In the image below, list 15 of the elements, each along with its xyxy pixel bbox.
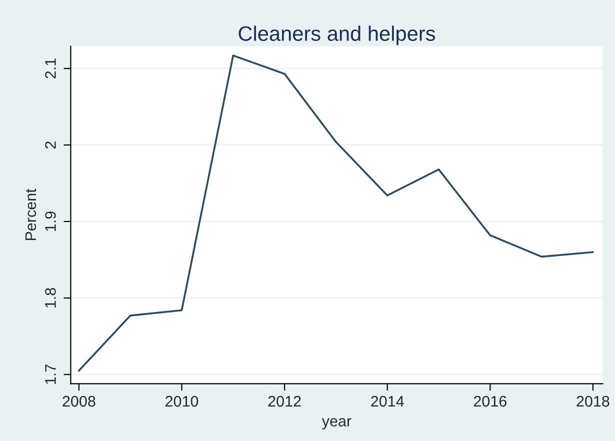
y-tick-label: 1.7: [45, 364, 56, 384]
x-tick-label: 2014: [371, 396, 404, 407]
y-tick-label: 2: [45, 142, 56, 148]
y-tick-label: 2.1: [45, 58, 56, 78]
line-series: [78, 54, 594, 372]
x-tick-label: 2008: [62, 396, 96, 407]
x-tick-label: 2018: [576, 396, 610, 407]
x-axis-title: year: [322, 418, 352, 430]
y-axis-title: Percent: [25, 188, 36, 240]
x-tick-label: 2010: [166, 396, 198, 407]
x-tick-label: 2012: [268, 396, 301, 407]
chart-title: Cleaners and helpers: [238, 26, 435, 46]
x-tick-label: 2016: [474, 396, 506, 407]
y-tick-label: 1.8: [45, 288, 56, 308]
y-tick-label: 1.9: [45, 212, 56, 231]
